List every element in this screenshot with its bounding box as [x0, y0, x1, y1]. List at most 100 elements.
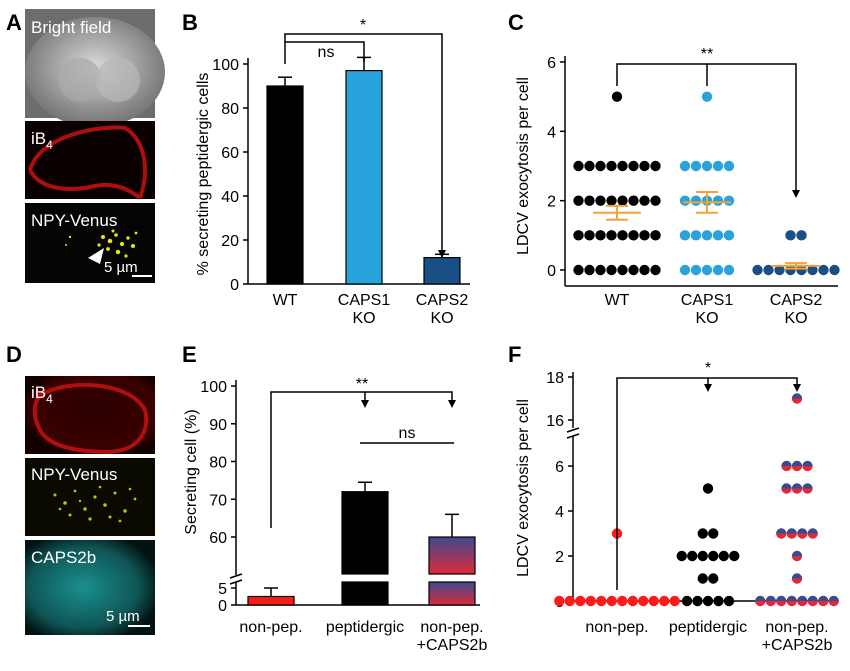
c-data-point — [628, 160, 639, 172]
c-data-point — [639, 230, 650, 241]
f-data-point — [564, 595, 575, 607]
e-annot-ns: ns — [399, 425, 416, 442]
f-data-point — [828, 595, 839, 607]
e-bar-lower — [428, 581, 476, 606]
c-data-point — [796, 230, 807, 241]
f-data-point — [807, 528, 818, 539]
c-data-point — [723, 264, 735, 276]
e-bar — [247, 595, 295, 606]
c-data-point — [584, 160, 595, 172]
e-arrowhead — [448, 400, 456, 408]
e-bar-upper — [428, 536, 476, 575]
c-data-point — [573, 195, 584, 206]
chart-f: 02461618non-pep.peptidergicnon-pep.+CAPS… — [515, 360, 839, 654]
f-data-point — [606, 595, 617, 607]
b-bracket-ns — [285, 41, 365, 62]
c-ytick-label: 4 — [547, 124, 556, 141]
e-ytick-label: 90 — [209, 417, 227, 434]
e-axis-break — [229, 579, 243, 585]
b-xtick-label: CAPS1 KO — [338, 292, 391, 327]
c-data-point — [679, 160, 691, 172]
f-data-point — [659, 595, 670, 607]
micrograph-npy-venus-d: NPY-Venus — [25, 458, 155, 536]
e-annot-star: ** — [356, 376, 368, 393]
chart-e: 60 70 80 90 100 05 non-pep. peptidergic non-pep.… — [183, 376, 487, 654]
c-ytick-label: 2 — [547, 194, 556, 211]
micrograph-label-npy-venus-d: NPY-Venus — [31, 465, 117, 484]
f-data-point — [638, 595, 649, 607]
f-xtick-label: non-pep. +CAPS2b — [762, 619, 833, 654]
f-ytick-label: 4 — [555, 504, 564, 521]
c-data-point — [723, 230, 735, 241]
micrograph-label-bright-field: Bright field — [31, 18, 111, 37]
micrograph-npy-venus-a: NPY-Venus 5 µm — [25, 203, 155, 283]
e-bar-upper — [341, 491, 389, 575]
c-data-point — [796, 264, 807, 276]
c-data-point — [829, 264, 840, 276]
b-ytick-label: 40 — [221, 189, 239, 206]
c-data-point — [650, 195, 661, 206]
panel-letter-a: A — [6, 10, 22, 35]
scale-label-d: 5 µm — [106, 608, 140, 625]
f-data-point — [791, 573, 803, 584]
c-data-point — [639, 195, 650, 206]
f-ytick-label: 18 — [546, 370, 564, 387]
f-data-point — [702, 483, 714, 494]
c-data-point — [712, 264, 724, 276]
f-data-point — [807, 595, 818, 607]
c-data-point — [573, 160, 584, 172]
f-data-point — [802, 460, 813, 472]
b-xtick-label: WT — [273, 292, 298, 309]
b-annot-ns: ns — [318, 44, 335, 61]
f-data-point — [687, 550, 698, 562]
e-bar-lower — [341, 581, 389, 606]
f-data-point — [708, 550, 719, 562]
panel-letter-d: D — [6, 342, 22, 367]
b-ylabel: % secreting peptidergic cells — [195, 73, 212, 276]
b-ytick-label: 80 — [221, 101, 239, 118]
e-axis-break — [229, 573, 243, 579]
c-data-point — [628, 230, 639, 241]
f-data-point — [697, 528, 708, 539]
scale-label-a: 5 µm — [104, 259, 138, 276]
f-data-point — [791, 483, 803, 494]
f-data-point — [648, 595, 659, 607]
f-annot-star: * — [705, 360, 711, 377]
c-data-point — [617, 195, 628, 206]
c-data-point — [584, 230, 595, 241]
c-data-point — [584, 195, 595, 206]
b-xtick-label: CAPS2 KO — [416, 292, 469, 327]
f-data-point — [781, 483, 792, 494]
b-arrowhead — [438, 250, 446, 258]
c-annot-star: ** — [701, 46, 713, 63]
c-data-point — [639, 160, 650, 172]
c-data-point — [723, 160, 735, 172]
f-data-point — [708, 528, 719, 539]
f-arrowhead — [704, 384, 712, 392]
f-data-point — [681, 595, 693, 607]
f-ytick-label: 2 — [555, 549, 564, 566]
e-ytick-label: 5 — [218, 581, 227, 598]
f-data-point — [723, 595, 735, 607]
b-bar — [266, 85, 304, 285]
c-arrowhead — [792, 190, 800, 198]
f-data-point — [617, 595, 628, 607]
b-ytick-label: 0 — [230, 277, 239, 294]
f-data-point — [797, 528, 808, 539]
panel-letter-f: F — [508, 342, 521, 367]
e-ylabel: Secreting cell (%) — [183, 409, 200, 534]
chart-c: 0 2 4 6 WT CAPS1 KO CAPS2 KO LDCV exocytosis per … — [515, 46, 840, 327]
c-data-point — [606, 230, 617, 241]
f-data-point — [755, 595, 766, 607]
f-axis-break — [566, 433, 580, 439]
f-data-point — [692, 595, 703, 607]
c-data-point — [650, 230, 661, 241]
c-data-point — [690, 160, 702, 172]
c-data-point — [573, 264, 584, 276]
f-data-point — [765, 595, 776, 607]
c-data-point — [701, 264, 713, 276]
c-xtick-label: CAPS1 KO — [681, 292, 734, 327]
f-data-point — [554, 595, 565, 607]
e-ytick-label: 80 — [209, 455, 227, 472]
